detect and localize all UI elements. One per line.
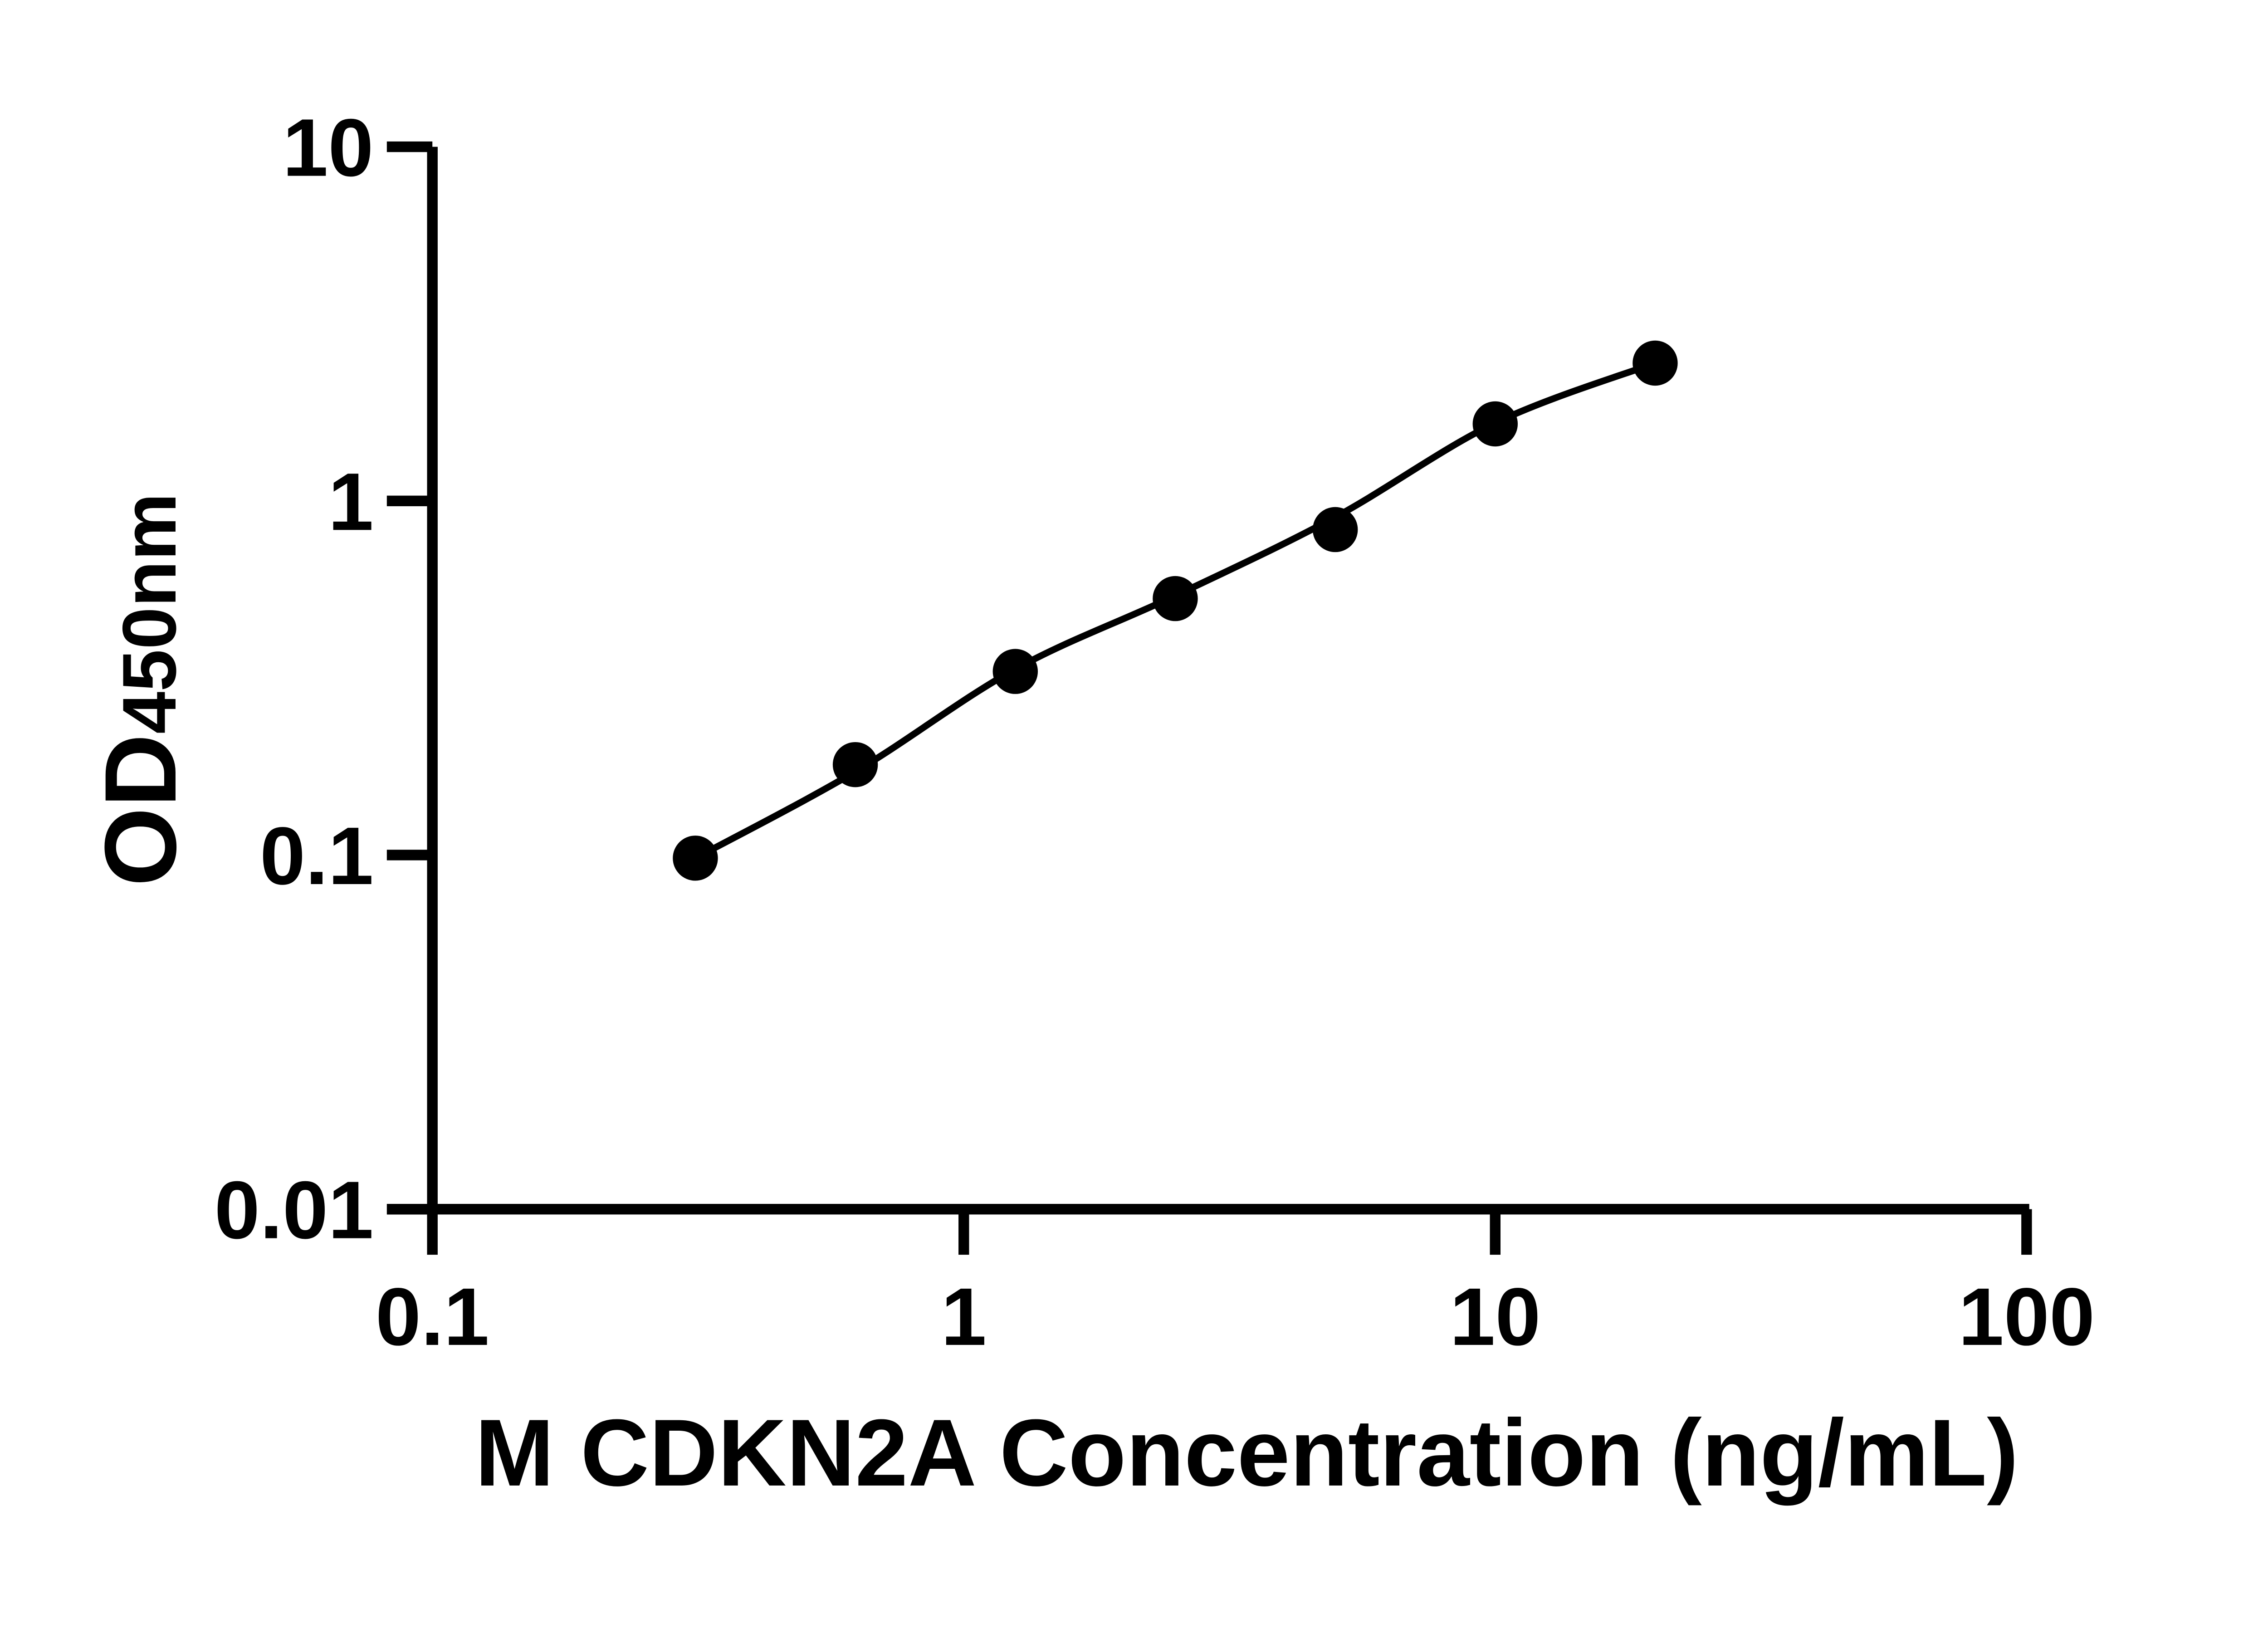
data-point-2 — [832, 742, 878, 787]
x-tick-label-10: 10 — [1450, 1271, 1541, 1363]
y-tick-label-1: 1 — [328, 456, 373, 548]
data-point-5 — [1312, 507, 1358, 552]
data-point-7 — [1633, 340, 1678, 386]
x-tick-label-0.1: 0.1 — [376, 1271, 489, 1363]
y-tick-label-0.1: 0.1 — [260, 811, 374, 902]
data-point-3 — [992, 649, 1038, 694]
data-point-4 — [1153, 576, 1198, 621]
y-axis-ticks: 10 1 0.1 0.01 — [215, 103, 433, 1256]
y-tick-label-0.01: 0.01 — [215, 1165, 374, 1256]
x-tick-label-1: 1 — [941, 1271, 987, 1363]
data-points-group — [673, 340, 1678, 881]
x-axis-ticks: 0.1 1 10 100 — [376, 1209, 2095, 1363]
y-axis-title-main: OD — [83, 734, 197, 886]
x-axis-title: M CDKN2A Concentration (ng/mL) — [475, 1400, 2019, 1506]
x-tick-label-100: 100 — [1958, 1271, 2095, 1363]
data-point-6 — [1472, 401, 1518, 447]
y-axis-title: OD450nm — [83, 493, 197, 886]
data-point-1 — [673, 836, 718, 881]
y-axis-title-subscript: 450nm — [107, 493, 192, 734]
y-tick-label-10: 10 — [283, 103, 374, 194]
plot-background — [0, 0, 2268, 1592]
